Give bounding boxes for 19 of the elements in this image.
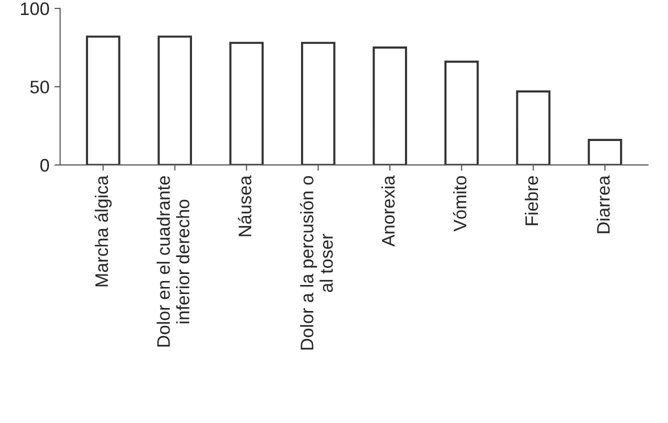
x-tick-label: Anorexia [381,175,395,247]
x-tick-label: Diarrea [596,175,610,234]
y-tick-label: 50 [30,80,49,94]
x-tick-label: Dolor en el cuadrante inferior derecho [156,176,190,347]
y-tick-label: 100 [20,2,49,16]
bar [158,36,192,165]
bar [86,36,120,165]
x-tick-label: Vómito [452,176,466,232]
bar [372,46,408,165]
bar [444,60,479,165]
x-tick-label: Náusea [238,175,252,236]
bar [229,42,264,165]
x-tick-label: Dolor a la percusión o al toser [300,176,333,350]
x-tick-label: Fiebre [524,176,538,226]
x-tick-label: Marcha álgica [94,175,112,286]
bar [516,90,550,165]
bar [301,42,336,165]
y-tick-label: 0 [40,158,49,172]
bar [588,138,622,165]
